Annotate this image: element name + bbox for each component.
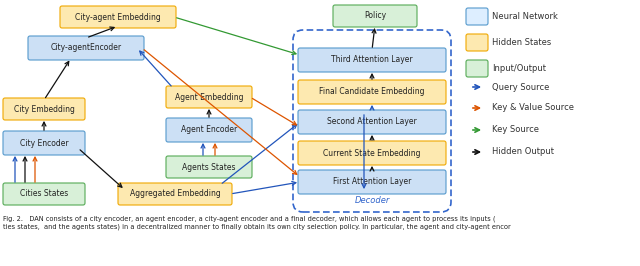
FancyBboxPatch shape	[298, 48, 446, 72]
FancyBboxPatch shape	[466, 34, 488, 51]
Text: Neural Network: Neural Network	[492, 12, 558, 21]
FancyBboxPatch shape	[3, 98, 85, 120]
FancyBboxPatch shape	[166, 118, 252, 142]
Text: Agent Embedding: Agent Embedding	[175, 93, 243, 102]
Text: Aggregated Embedding: Aggregated Embedding	[130, 189, 220, 198]
Text: Query Source: Query Source	[492, 82, 549, 92]
Text: Cities States: Cities States	[20, 189, 68, 198]
FancyBboxPatch shape	[466, 60, 488, 77]
FancyBboxPatch shape	[28, 36, 144, 60]
Text: City-agent Embedding: City-agent Embedding	[75, 13, 161, 22]
FancyBboxPatch shape	[298, 141, 446, 165]
Text: Final Candidate Embedding: Final Candidate Embedding	[319, 88, 425, 97]
FancyBboxPatch shape	[166, 86, 252, 108]
FancyBboxPatch shape	[60, 6, 176, 28]
Text: First Attention Layer: First Attention Layer	[333, 177, 411, 186]
Text: Hidden States: Hidden States	[492, 38, 551, 47]
FancyBboxPatch shape	[298, 80, 446, 104]
Text: Agent Encoder: Agent Encoder	[181, 126, 237, 135]
Text: Second Attention Layer: Second Attention Layer	[327, 118, 417, 127]
Text: ties states,  and the agents states) in a decentralized manner to finally obtain: ties states, and the agents states) in a…	[3, 223, 511, 230]
Text: Policy: Policy	[364, 11, 386, 20]
FancyBboxPatch shape	[166, 156, 252, 178]
Text: Agents States: Agents States	[182, 163, 236, 172]
Text: Fig. 2.   DAN consists of a city encoder, an agent encoder, a city-agent encoder: Fig. 2. DAN consists of a city encoder, …	[3, 215, 495, 222]
Text: City Encoder: City Encoder	[20, 139, 68, 148]
FancyBboxPatch shape	[118, 183, 232, 205]
FancyBboxPatch shape	[298, 170, 446, 194]
Text: Input/Output: Input/Output	[492, 64, 546, 73]
Text: City-agentEncoder: City-agentEncoder	[51, 44, 122, 52]
Text: Key & Value Source: Key & Value Source	[492, 103, 574, 113]
Text: City Embedding: City Embedding	[13, 105, 74, 114]
Text: Current State Embedding: Current State Embedding	[323, 148, 420, 157]
Text: Key Source: Key Source	[492, 126, 539, 135]
FancyBboxPatch shape	[3, 131, 85, 155]
Text: Third Attention Layer: Third Attention Layer	[331, 56, 413, 64]
FancyBboxPatch shape	[333, 5, 417, 27]
FancyBboxPatch shape	[298, 110, 446, 134]
Text: Hidden Output: Hidden Output	[492, 148, 554, 156]
FancyBboxPatch shape	[466, 8, 488, 25]
FancyBboxPatch shape	[3, 183, 85, 205]
Text: Decoder: Decoder	[355, 196, 390, 205]
